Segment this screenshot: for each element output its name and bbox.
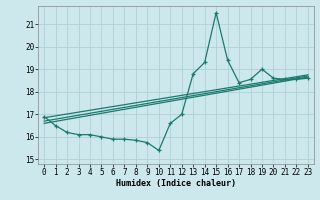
X-axis label: Humidex (Indice chaleur): Humidex (Indice chaleur) xyxy=(116,179,236,188)
